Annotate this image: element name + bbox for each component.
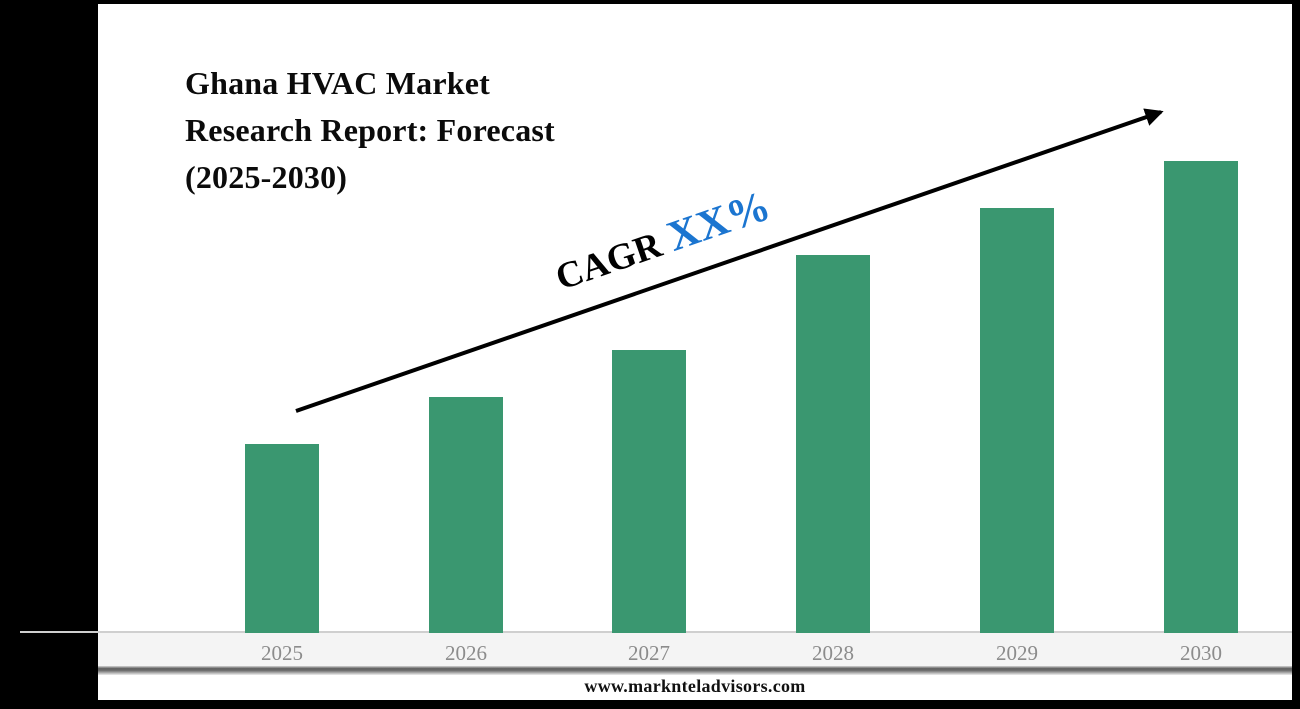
x-axis-label-2028: 2028 (812, 641, 854, 665)
bar-2026 (429, 397, 503, 633)
chart-title-line-2: Research Report: Forecast (185, 112, 555, 148)
x-axis-band (98, 633, 1292, 666)
x-axis-label-2027: 2027 (628, 641, 670, 665)
bar-2029 (980, 208, 1054, 633)
x-axis-label-2025: 2025 (261, 641, 303, 665)
chart-title-line-1: Ghana HVAC Market (185, 65, 491, 101)
x-axis-label-2026: 2026 (445, 641, 487, 665)
x-axis-label-2030: 2030 (1180, 641, 1222, 665)
chart-title: Ghana HVAC Market Research Report: Forec… (185, 60, 555, 201)
website-url: www.marknteladvisors.com (584, 676, 806, 696)
footer-divider (98, 666, 1292, 675)
bar-2028 (796, 255, 870, 633)
x-axis-label-2029: 2029 (996, 641, 1038, 665)
bar-2025 (245, 444, 319, 633)
trend-arrow-line (295, 108, 1164, 413)
bar-2027 (612, 350, 686, 633)
bar-2030 (1164, 161, 1238, 633)
chart-title-line-3: (2025-2030) (185, 159, 348, 195)
